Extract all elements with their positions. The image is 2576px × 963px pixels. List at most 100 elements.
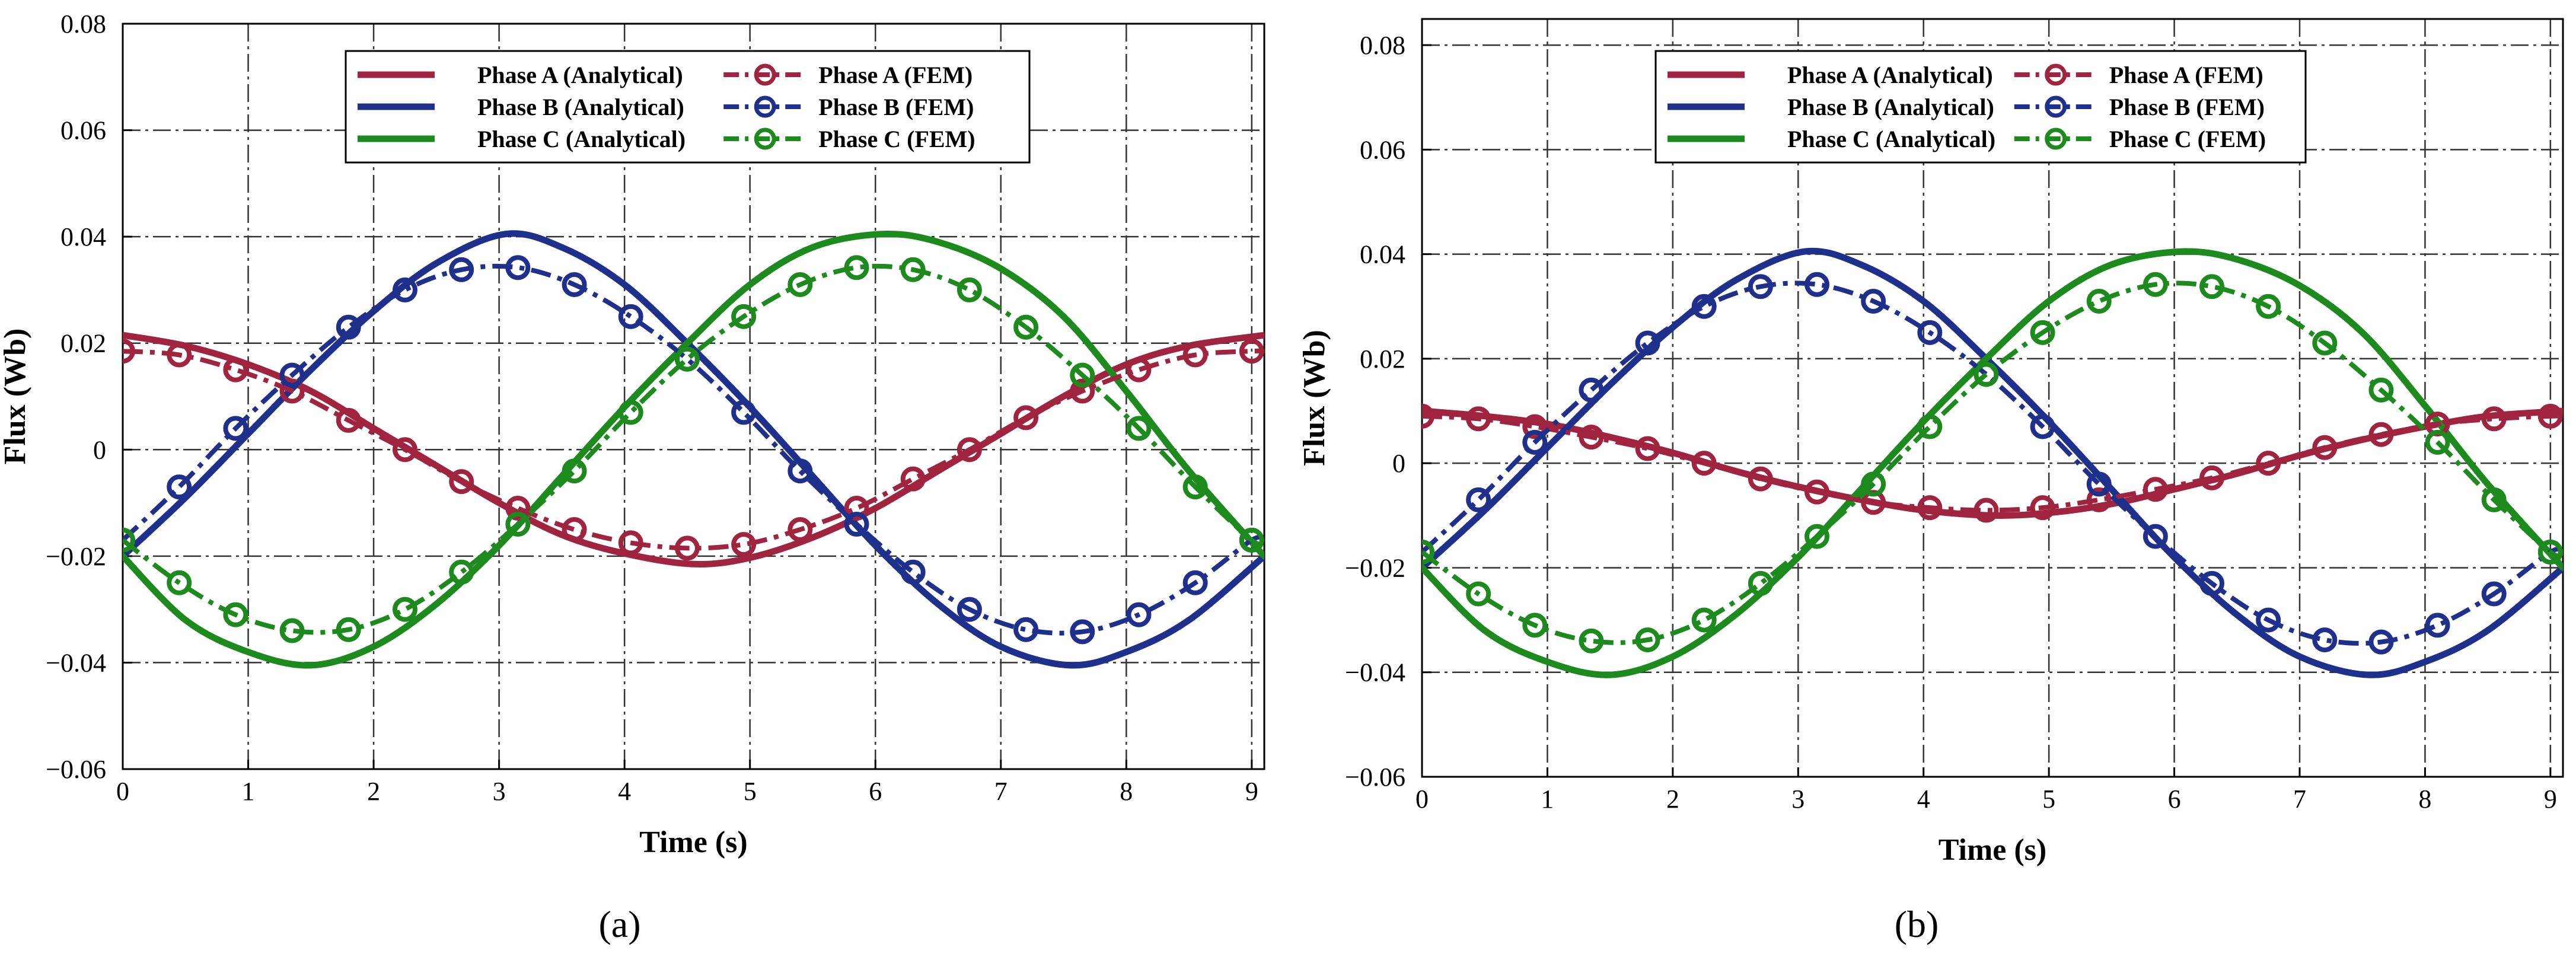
plot-area <box>1422 247 2563 678</box>
series-line-c-analytical <box>123 230 1264 669</box>
legend-label: Phase C (FEM) <box>818 126 975 152</box>
fem-point-a <box>1748 466 1773 492</box>
y-tick-label: 0 <box>93 435 106 464</box>
x-tick-label: 0 <box>116 777 129 806</box>
fem-point-a <box>167 342 192 368</box>
fem-point-c <box>562 458 587 484</box>
fem-point-b <box>2030 414 2055 439</box>
y-tick-label: 0.08 <box>1360 31 1405 60</box>
series-line-c-fem <box>1422 280 2563 645</box>
x-tick-label: 4 <box>618 777 631 806</box>
fem-point-c <box>1239 527 1264 553</box>
legend-label: Phase C (FEM) <box>2109 126 2266 152</box>
fem-point-a <box>562 516 587 542</box>
fem-point-b <box>223 416 248 441</box>
fem-point-c <box>674 346 700 372</box>
x-tick-label: 8 <box>2418 785 2431 814</box>
x-tick-label: 3 <box>1791 785 1805 814</box>
y-tick-label: −0.02 <box>1345 553 1405 582</box>
legend-label: Phase A (FEM) <box>2109 62 2263 88</box>
x-tick-label: 9 <box>2544 785 2557 814</box>
fem-point-a <box>1635 436 1660 461</box>
fem-point-a <box>957 437 982 463</box>
fem-point-c <box>1126 416 1152 441</box>
series-line-a-fem <box>1422 413 2563 513</box>
fem-point-b <box>1579 377 1604 403</box>
fem-point-b <box>1126 602 1152 627</box>
legend-marker-b <box>2045 95 2067 118</box>
fem-point-a <box>2030 495 2055 521</box>
fem-point-c <box>1861 471 1886 497</box>
fem-point-a <box>2199 465 2224 490</box>
fem-point-c <box>392 597 417 622</box>
fem-point-a <box>788 516 813 542</box>
y-tick-label: −0.02 <box>46 542 106 571</box>
fem-point-c <box>2481 487 2507 512</box>
fem-point-c <box>1805 524 1829 549</box>
legend-label: Phase B (FEM) <box>2109 94 2265 120</box>
x-tick-label: 5 <box>744 777 757 806</box>
fem-point-b <box>2143 524 2168 549</box>
x-tick-label: 2 <box>1666 785 1679 814</box>
fem-point-c <box>1635 627 1660 653</box>
fem-point-b <box>449 257 474 282</box>
fem-point-a <box>123 339 135 364</box>
fem-point-a <box>618 530 643 556</box>
fem-point-c <box>2030 320 2055 345</box>
fem-point-c <box>1579 628 1604 653</box>
legend-label: Phase B (Analytical) <box>477 94 684 120</box>
fem-point-c <box>957 277 982 302</box>
fem-point-a <box>2256 451 2281 476</box>
fem-point-c <box>2537 540 2563 565</box>
fem-point-a <box>505 496 531 521</box>
fem-point-c <box>1917 414 1943 439</box>
y-tick-label: 0.04 <box>1360 240 1405 269</box>
series-line-a-fem <box>123 348 1264 551</box>
y-tick-label: 0.06 <box>60 116 106 145</box>
fem-point-a <box>1239 339 1264 364</box>
fem-point-c <box>618 400 643 425</box>
fem-point-b <box>2368 629 2394 655</box>
y-tick-label: −0.04 <box>46 648 106 677</box>
fem-point-a <box>2368 422 2394 447</box>
fem-point-b <box>2199 570 2224 596</box>
fem-point-c <box>2086 288 2112 314</box>
panel-a: 0 1 2 3 4 5 6 7 8 9 −0.06 −0.04 −0.02 0 0.02 0.04 0.06 0.… <box>0 9 1265 945</box>
legend-box <box>345 50 1031 164</box>
legend-marker-c <box>2045 127 2067 150</box>
fem-point-c <box>900 257 926 282</box>
x-tick-label: 1 <box>242 777 255 806</box>
fem-point-a <box>1126 357 1152 382</box>
fem-point-b <box>1522 429 1548 455</box>
fem-point-a <box>392 437 417 463</box>
x-tick-label: 8 <box>1120 777 1133 806</box>
fem-point-c <box>844 255 869 280</box>
fem-point-a <box>336 407 361 433</box>
x-tick-label: 1 <box>1541 785 1554 814</box>
fem-point-c <box>2368 377 2394 403</box>
fem-point-b <box>1013 617 1039 642</box>
fem-point-a <box>900 466 926 492</box>
fem-point-b <box>788 458 813 484</box>
panel-label: (a) <box>598 903 640 945</box>
fem-point-a <box>1182 342 1208 368</box>
fem-point-a <box>1917 495 1943 521</box>
series-line-c-fem <box>123 263 1264 635</box>
y-axis-title: Flux (Wb) <box>1297 330 1331 466</box>
fem-point-c <box>223 602 248 627</box>
x-axis-title: Time (s) <box>1939 833 2046 867</box>
fem-point-a <box>449 469 474 495</box>
fem-point-b <box>2256 607 2281 633</box>
fem-point-b <box>392 277 417 302</box>
fem-point-c <box>167 570 192 595</box>
fem-point-c <box>2143 272 2168 297</box>
fem-point-c <box>1182 474 1208 500</box>
x-tick-label: 7 <box>994 777 1008 806</box>
fem-point-a <box>1070 378 1095 404</box>
legend: Phase A (Analytical) Phase B (Analytical)… <box>1654 50 2307 164</box>
legend-label: Phase B (Analytical) <box>1787 94 1994 120</box>
fem-point-a <box>674 535 700 561</box>
fem-point-c <box>2312 330 2338 356</box>
fem-point-c <box>279 618 305 643</box>
fem-point-b <box>1691 294 1717 319</box>
